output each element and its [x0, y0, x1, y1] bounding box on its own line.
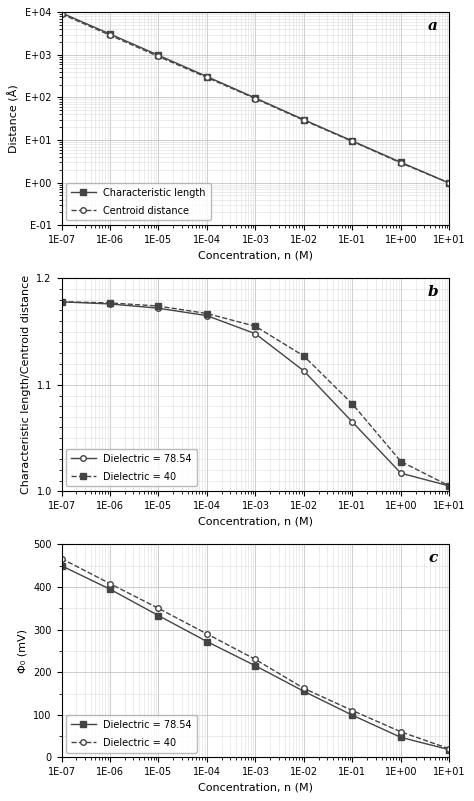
Legend: Characteristic length, Centroid distance: Characteristic length, Centroid distance	[66, 183, 210, 220]
Text: a: a	[428, 18, 438, 33]
Dielectric = 78.54	[59, 561, 64, 570]
Dielectric = 40	[253, 321, 258, 331]
Centroid distance	[398, 158, 404, 167]
Characteristic length	[447, 179, 452, 188]
Dielectric = 40	[447, 744, 452, 754]
Characteristic length	[107, 29, 113, 38]
Characteristic length	[301, 115, 307, 125]
Dielectric = 78.54	[350, 417, 356, 427]
Line: Dielectric = 78.54: Dielectric = 78.54	[59, 299, 452, 489]
Dielectric = 78.54	[301, 366, 307, 376]
Dielectric = 40	[59, 553, 64, 563]
Dielectric = 78.54	[398, 733, 404, 743]
Dielectric = 78.54	[447, 745, 452, 755]
Dielectric = 40	[301, 683, 307, 693]
Characteristic length	[350, 136, 356, 146]
X-axis label: Concentration, n (M): Concentration, n (M)	[198, 517, 313, 526]
Dielectric = 40	[107, 298, 113, 308]
Centroid distance	[350, 137, 356, 147]
Characteristic length	[253, 93, 258, 103]
Characteristic length	[155, 50, 161, 60]
Centroid distance	[447, 179, 452, 188]
X-axis label: Concentration, n (M): Concentration, n (M)	[198, 783, 313, 793]
Dielectric = 78.54	[253, 329, 258, 339]
Dielectric = 78.54	[59, 297, 64, 307]
Dielectric = 78.54	[301, 686, 307, 696]
Dielectric = 78.54	[398, 469, 404, 478]
Dielectric = 78.54	[155, 304, 161, 313]
Dielectric = 78.54	[107, 299, 113, 308]
Dielectric = 40	[350, 399, 356, 409]
Centroid distance	[155, 51, 161, 61]
Centroid distance	[301, 115, 307, 125]
Centroid distance	[253, 94, 258, 103]
Dielectric = 40	[204, 629, 210, 638]
Line: Dielectric = 40: Dielectric = 40	[59, 556, 452, 751]
X-axis label: Concentration, n (M): Concentration, n (M)	[198, 251, 313, 260]
Dielectric = 40	[204, 308, 210, 318]
Legend: Dielectric = 78.54, Dielectric = 40: Dielectric = 78.54, Dielectric = 40	[66, 449, 197, 486]
Dielectric = 78.54	[350, 710, 356, 720]
Text: b: b	[427, 285, 438, 299]
Characteristic length	[204, 72, 210, 82]
Legend: Dielectric = 78.54, Dielectric = 40: Dielectric = 78.54, Dielectric = 40	[66, 715, 197, 752]
Dielectric = 78.54	[107, 585, 113, 594]
Y-axis label: Characteristic length/Centroid distance: Characteristic length/Centroid distance	[21, 276, 31, 494]
Line: Dielectric = 40: Dielectric = 40	[59, 299, 452, 489]
Dielectric = 40	[155, 301, 161, 311]
Dielectric = 40	[59, 297, 64, 307]
Line: Characteristic length: Characteristic length	[59, 10, 452, 186]
Dielectric = 78.54	[155, 611, 161, 621]
Y-axis label: Φ₀ (mV): Φ₀ (mV)	[18, 629, 28, 673]
Y-axis label: Distance (Å): Distance (Å)	[9, 84, 20, 153]
Dielectric = 40	[398, 457, 404, 466]
Dielectric = 40	[253, 654, 258, 664]
Characteristic length	[398, 158, 404, 167]
Line: Dielectric = 78.54: Dielectric = 78.54	[59, 563, 452, 752]
Dielectric = 40	[350, 706, 356, 715]
Centroid distance	[204, 73, 210, 83]
Dielectric = 40	[398, 727, 404, 737]
Text: c: c	[428, 551, 438, 565]
Dielectric = 40	[301, 352, 307, 361]
Dielectric = 78.54	[204, 637, 210, 646]
Dielectric = 78.54	[447, 481, 452, 491]
Centroid distance	[107, 30, 113, 40]
Dielectric = 40	[107, 579, 113, 589]
Dielectric = 40	[447, 481, 452, 491]
Characteristic length	[59, 8, 64, 18]
Dielectric = 78.54	[253, 661, 258, 670]
Centroid distance	[59, 9, 64, 18]
Dielectric = 78.54	[204, 311, 210, 320]
Dielectric = 40	[155, 603, 161, 613]
Line: Centroid distance: Centroid distance	[59, 11, 452, 186]
